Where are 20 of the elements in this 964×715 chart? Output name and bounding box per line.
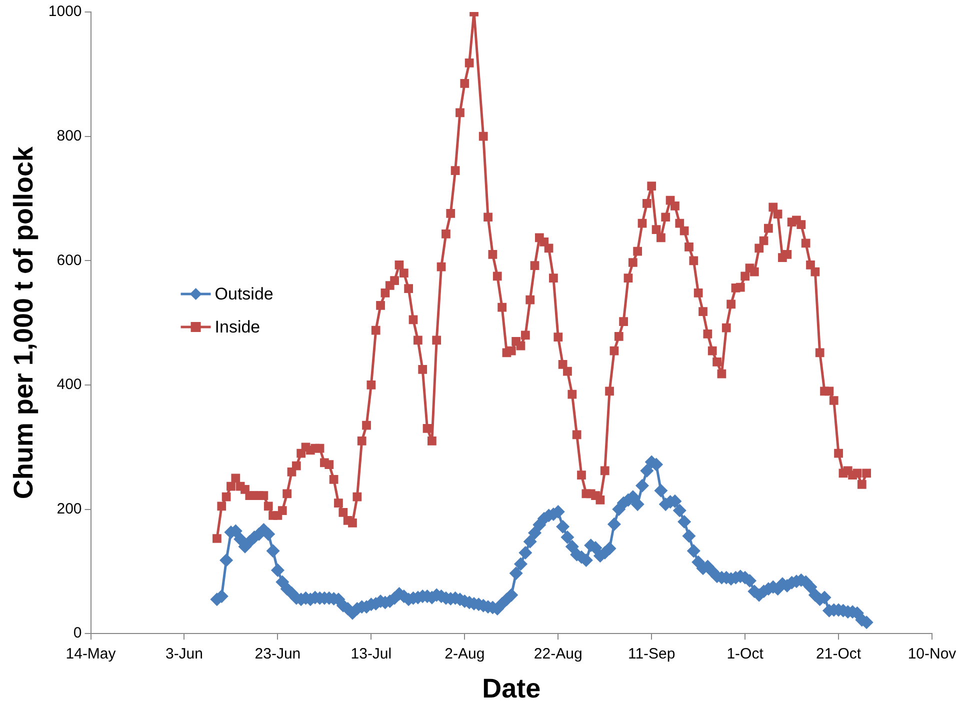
- y-tick-label: 1000: [48, 3, 82, 20]
- x-axis-title: Date: [482, 673, 541, 704]
- x-tick-label: 10-Nov: [908, 646, 957, 663]
- x-tick-label: 21-Oct: [816, 646, 862, 663]
- x-tick-label: 13-Jul: [350, 646, 392, 663]
- x-tick-label: 11-Sep: [628, 646, 676, 663]
- x-tick-label: 23-Jun: [254, 646, 301, 663]
- y-tick-label: 400: [56, 376, 82, 394]
- legend-label: Inside: [214, 318, 260, 337]
- x-tick-label: 1-Oct: [726, 646, 764, 663]
- y-tick-label: 0: [73, 624, 82, 642]
- y-tick-label: 600: [56, 252, 82, 269]
- x-tick-label: 2-Aug: [444, 646, 485, 663]
- y-tick-label: 200: [56, 500, 82, 518]
- x-tick-label: 3-Jun: [165, 646, 204, 663]
- x-tick-label: 14-May: [66, 646, 116, 663]
- legend-label: Outside: [214, 284, 274, 304]
- x-tick-label: 22-Aug: [534, 646, 582, 663]
- y-tick-label: 800: [56, 127, 82, 144]
- y-axis-title: Chum per 1,000 t of pollock: [8, 146, 39, 500]
